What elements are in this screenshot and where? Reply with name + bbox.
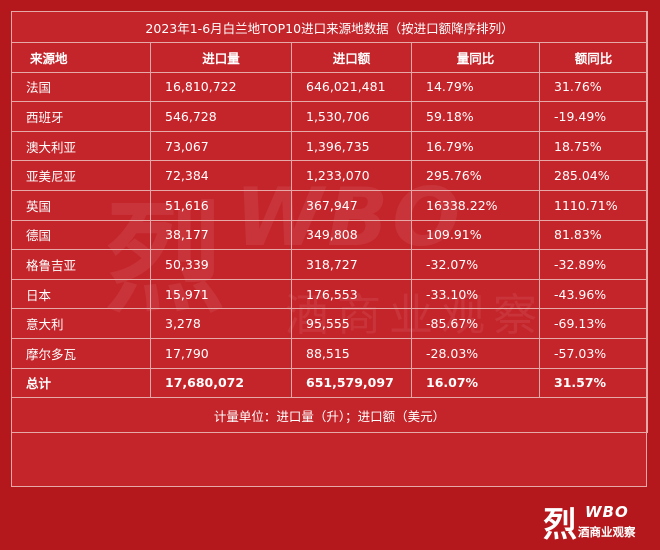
cell-origin: 澳大利亚 — [11, 130, 151, 162]
table-row: 格鲁吉亚 50,339 318,727 -32.07% -32.89% — [11, 249, 649, 280]
cell-value: 95,555 — [291, 308, 412, 339]
cell-origin: 日本 — [11, 278, 151, 310]
cell-value: 1,396,735 — [291, 130, 412, 162]
cell-volume-yoy: 109.91% — [411, 219, 540, 251]
total-origin: 总计 — [11, 367, 151, 399]
cell-value: 1,530,706 — [291, 101, 412, 132]
cell-value: 367,947 — [291, 189, 412, 221]
cell-volume: 73,067 — [150, 130, 292, 162]
cell-origin: 意大利 — [11, 308, 151, 339]
header-value-yoy: 额同比 — [538, 42, 649, 73]
cell-volume: 51,616 — [150, 189, 292, 221]
cell-value-yoy: -43.96% — [538, 278, 649, 310]
total-row: 总计 17,680,072 651,579,097 16.07% 31.57% — [11, 367, 649, 399]
cell-volume-yoy: 14.79% — [411, 71, 540, 103]
cell-value: 349,808 — [291, 219, 412, 251]
cell-volume: 38,177 — [150, 219, 292, 251]
table-header-row: 来源地 进口量 进口额 量同比 额同比 — [11, 42, 649, 73]
cell-volume: 17,790 — [150, 337, 292, 369]
cell-value-yoy: -69.13% — [538, 308, 649, 339]
table-row: 摩尔多瓦 17,790 88,515 -28.03% -57.03% — [11, 337, 649, 369]
cell-volume-yoy: 295.76% — [411, 160, 540, 191]
table-row: 日本 15,971 176,553 -33.10% -43.96% — [11, 278, 649, 310]
cell-volume-yoy: 59.18% — [411, 101, 540, 132]
logo-mark: 烈 — [543, 505, 577, 545]
table-title-row: 2023年1-6月白兰地TOP10进口来源地数据（按进口额降序排列） — [10, 11, 649, 43]
cell-value-yoy: -32.89% — [538, 249, 649, 280]
cell-value-yoy: 31.76% — [538, 71, 649, 103]
table-title: 2023年1-6月白兰地TOP10进口来源地数据（按进口额降序排列） — [10, 11, 649, 43]
logo-brand: WBO — [585, 503, 629, 521]
cell-origin: 摩尔多瓦 — [11, 337, 151, 369]
cell-value: 88,515 — [291, 337, 412, 369]
total-value: 651,579,097 — [291, 367, 412, 399]
table-row: 西班牙 546,728 1,530,706 59.18% -19.49% — [11, 101, 649, 132]
logo-subtitle: 酒商业观察 — [578, 525, 636, 539]
header-origin: 来源地 — [11, 42, 151, 73]
table-row: 英国 51,616 367,947 16338.22% 1110.71% — [11, 189, 649, 221]
cell-volume-yoy: -32.07% — [411, 249, 540, 280]
import-data-table: 2023年1-6月白兰地TOP10进口来源地数据（按进口额降序排列） 来源地 进… — [10, 11, 649, 434]
table-row: 意大利 3,278 95,555 -85.67% -69.13% — [11, 308, 649, 339]
cell-volume: 16,810,722 — [150, 71, 292, 103]
cell-value-yoy: 1110.71% — [538, 189, 649, 221]
cell-value-yoy: 285.04% — [538, 160, 649, 191]
cell-volume-yoy: 16.79% — [411, 130, 540, 162]
table-row: 澳大利亚 73,067 1,396,735 16.79% 18.75% — [11, 130, 649, 162]
cell-value: 646,021,481 — [291, 71, 412, 103]
cell-value-yoy: 81.83% — [538, 219, 649, 251]
total-volume: 17,680,072 — [150, 367, 292, 399]
total-volume-yoy: 16.07% — [411, 367, 540, 399]
cell-origin: 英国 — [11, 189, 151, 221]
footnote: 计量单位：进口量（升）；进口额（美元） — [10, 397, 649, 434]
footnote-row: 计量单位：进口量（升）；进口额（美元） — [10, 397, 649, 434]
cell-volume: 15,971 — [150, 278, 292, 310]
table-row: 法国 16,810,722 646,021,481 14.79% 31.76% — [11, 71, 649, 103]
header-volume: 进口量 — [150, 42, 292, 73]
cell-volume-yoy: -85.67% — [411, 308, 540, 339]
cell-volume: 546,728 — [150, 101, 292, 132]
cell-value-yoy: 18.75% — [538, 130, 649, 162]
table-row: 亚美尼亚 72,384 1,233,070 295.76% 285.04% — [11, 160, 649, 191]
cell-volume: 50,339 — [150, 249, 292, 280]
cell-volume-yoy: 16338.22% — [411, 189, 540, 221]
cell-volume-yoy: -33.10% — [411, 278, 540, 310]
cell-volume-yoy: -28.03% — [411, 337, 540, 369]
cell-origin: 西班牙 — [11, 101, 151, 132]
cell-value-yoy: -57.03% — [538, 337, 649, 369]
header-value: 进口额 — [291, 42, 412, 73]
cell-origin: 德国 — [11, 219, 151, 251]
total-value-yoy: 31.57% — [538, 367, 649, 399]
cell-value-yoy: -19.49% — [538, 101, 649, 132]
header-volume-yoy: 量同比 — [411, 42, 540, 73]
cell-origin: 法国 — [11, 71, 151, 103]
table-row: 德国 38,177 349,808 109.91% 81.83% — [11, 219, 649, 251]
cell-volume: 72,384 — [150, 160, 292, 191]
cell-origin: 亚美尼亚 — [11, 160, 151, 191]
cell-value: 176,553 — [291, 278, 412, 310]
cell-volume: 3,278 — [150, 308, 292, 339]
cell-value: 1,233,070 — [291, 160, 412, 191]
cell-origin: 格鲁吉亚 — [11, 249, 151, 280]
cell-value: 318,727 — [291, 249, 412, 280]
